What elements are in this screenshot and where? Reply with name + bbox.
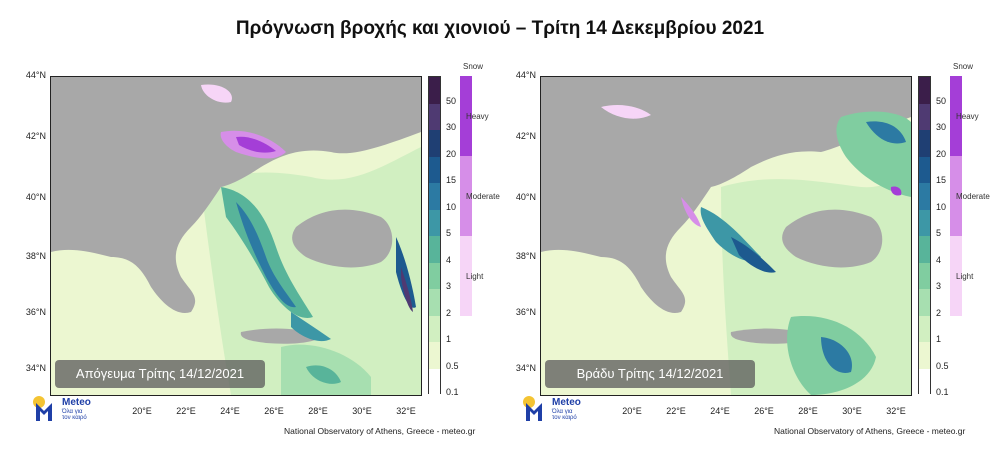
meteo-logo: Meteo Όλα για τον καιρό: [522, 395, 592, 423]
scale-tick: 4: [446, 255, 452, 265]
rain-color-scale: [428, 76, 441, 395]
lon-label: 20°E: [622, 406, 642, 416]
scale-tick: 5: [936, 228, 942, 238]
logo-name: Meteo: [552, 397, 581, 408]
lat-label: 40°N: [25, 192, 46, 202]
lon-label: 32°E: [886, 406, 906, 416]
scale-tick: 10: [446, 202, 457, 212]
scale-tick: 0.5: [446, 361, 459, 371]
lat-label: 40°N: [515, 192, 536, 202]
lon-label: 30°E: [842, 406, 862, 416]
snow-level: Light: [956, 272, 974, 281]
scale-tick: 2: [446, 308, 452, 318]
scale-tick: 30: [446, 122, 457, 132]
lon-label: 26°E: [264, 406, 284, 416]
scale-tick: 5: [446, 228, 452, 238]
map-panel-afternoon: 44°N 42°N 40°N 38°N 36°N 34°N: [0, 62, 500, 436]
scale-tick: 3: [446, 281, 452, 291]
logo-tagline: Όλα για: [62, 409, 83, 415]
lat-label: 36°N: [515, 307, 536, 317]
snow-color-scale: [460, 76, 472, 316]
lat-label: 44°N: [25, 70, 46, 80]
lat-label: 34°N: [515, 363, 536, 373]
page-title: Πρόγνωση βροχής και χιονιού – Τρίτη 14 Δ…: [235, 18, 765, 39]
lon-label: 30°E: [352, 406, 372, 416]
scale-tick: 10: [936, 202, 947, 212]
snow-level: Moderate: [466, 192, 500, 201]
scale-tick: 15: [936, 175, 947, 185]
snow-level: Moderate: [956, 192, 990, 201]
map-panel-evening: 44°N 42°N 40°N 38°N 36°N 34°N 20°E: [490, 62, 990, 436]
snow-level: Heavy: [956, 112, 979, 121]
scale-tick: 0.5: [936, 361, 949, 371]
credit-text: National Observatory of Athens, Greece -…: [774, 426, 966, 436]
scale-tick: 0.1: [936, 387, 949, 397]
scale-tick: 20: [446, 149, 457, 159]
lat-label: 42°N: [515, 131, 536, 141]
precipitation-map: [540, 76, 912, 396]
scale-tick: 15: [446, 175, 457, 185]
lat-label: 36°N: [25, 307, 46, 317]
scale-tick: 4: [936, 255, 942, 265]
snow-scale-header: Snow: [953, 62, 974, 71]
lon-label: 24°E: [220, 406, 240, 416]
scale-tick: 0.1: [446, 387, 459, 397]
scale-tick: 3: [936, 281, 942, 291]
scale-tick: 50: [446, 96, 457, 106]
time-caption: Απόγευμα Τρίτης 14/12/2021: [55, 360, 265, 388]
snow-level: Light: [466, 272, 484, 281]
snow-scale-header: Snow: [463, 62, 484, 71]
lon-label: 28°E: [308, 406, 328, 416]
snow-level: Heavy: [466, 112, 489, 121]
logo-tagline: Όλα για: [552, 409, 573, 415]
lon-label: 22°E: [176, 406, 196, 416]
rain-color-scale: [918, 76, 931, 395]
lon-label: 26°E: [754, 406, 774, 416]
precipitation-map: [50, 76, 422, 396]
lon-label: 28°E: [798, 406, 818, 416]
logo-tagline: τον καιρό: [62, 415, 87, 421]
scale-tick: 2: [936, 308, 942, 318]
logo-name: Meteo: [62, 397, 91, 408]
lon-label: 24°E: [710, 406, 730, 416]
lat-label: 38°N: [515, 251, 536, 261]
scale-tick: 1: [936, 334, 942, 344]
scale-tick: 30: [936, 122, 947, 132]
lon-label: 32°E: [396, 406, 416, 416]
meteo-logo: Meteo Όλα για τον καιρό: [32, 395, 102, 423]
lat-label: 34°N: [25, 363, 46, 373]
time-caption: Βράδυ Τρίτης 14/12/2021: [545, 360, 755, 388]
lat-label: 44°N: [515, 70, 536, 80]
scale-tick: 20: [936, 149, 947, 159]
snow-color-scale: [950, 76, 962, 316]
credit-text: National Observatory of Athens, Greece -…: [284, 426, 476, 436]
lon-label: 22°E: [666, 406, 686, 416]
lat-label: 38°N: [25, 251, 46, 261]
lon-label: 20°E: [132, 406, 152, 416]
scale-tick: 50: [936, 96, 947, 106]
lat-label: 42°N: [25, 131, 46, 141]
logo-tagline: τον καιρό: [552, 415, 577, 421]
scale-tick: 1: [446, 334, 452, 344]
